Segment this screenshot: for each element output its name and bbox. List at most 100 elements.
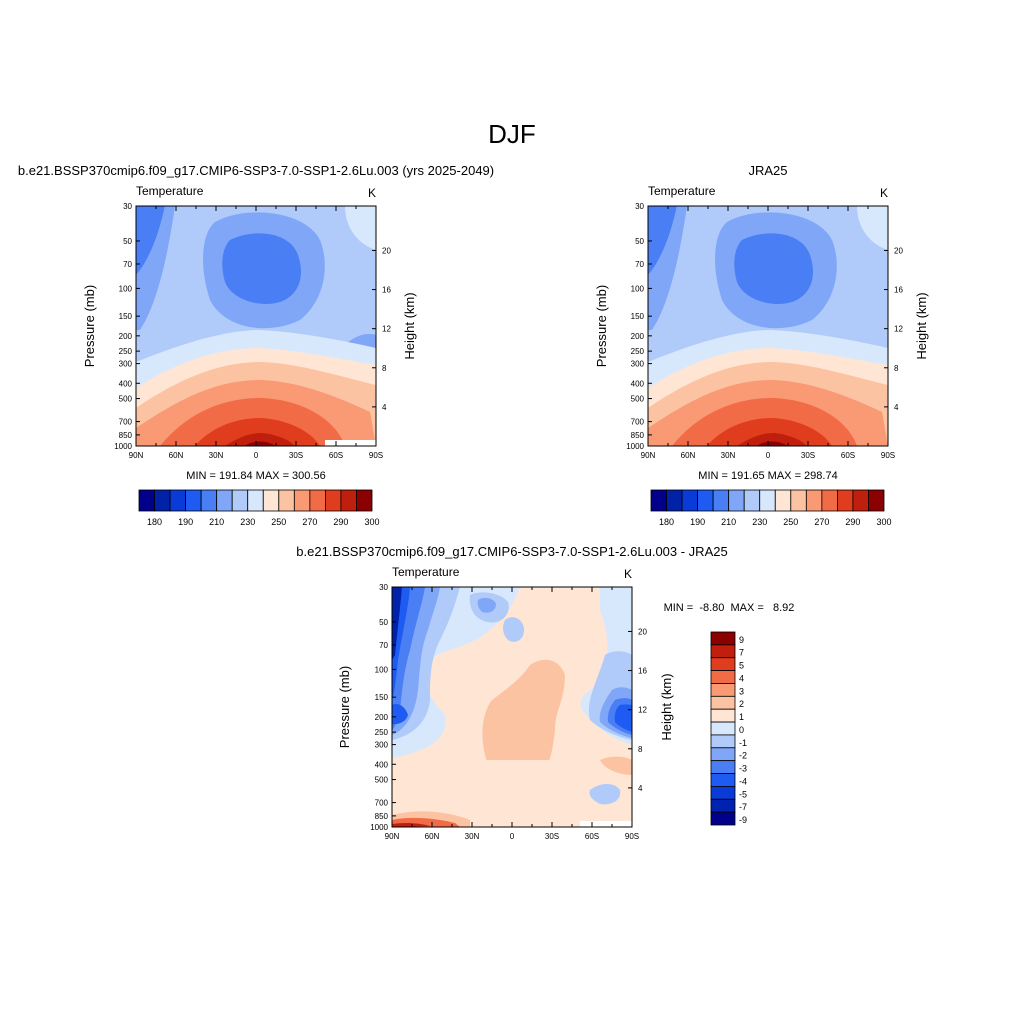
diff-colorbar-label: 1 <box>739 712 744 722</box>
model-colorbar-label: 300 <box>364 517 379 527</box>
diff-x-tick-label: 30N <box>465 832 480 841</box>
model-colorbar-swatch <box>200 489 218 512</box>
model-y-tick-label: 850 <box>119 431 133 440</box>
model-y-tick-label: 700 <box>119 418 133 427</box>
model-y-tick-label: 200 <box>119 332 133 341</box>
obs-y-right-axis-title: Height (km) <box>914 292 929 359</box>
model-x-tick-label: 90S <box>369 451 383 460</box>
obs-y-tick-label: 250 <box>631 347 645 356</box>
diff-y-tick-label: 1000 <box>370 823 388 832</box>
model-colorbar-swatch <box>231 489 249 512</box>
obs-colorbar-swatch <box>852 489 869 512</box>
obs-colorbar-swatch <box>697 489 714 512</box>
diff-y-right-tick-label: 8 <box>638 745 643 754</box>
obs-y-tick-label: 850 <box>631 431 645 440</box>
diff-colorbar-swatch <box>710 798 736 813</box>
obs-colorbar-swatch <box>821 489 838 512</box>
diff-y-axis-title: Pressure (mb) <box>337 666 352 748</box>
obs-y-tick-label: 50 <box>635 237 644 246</box>
obs-units-label: K <box>880 186 888 200</box>
model-y-tick-label: 500 <box>119 395 133 404</box>
obs-colorbar-swatch <box>650 489 667 512</box>
diff-y-tick-label: 150 <box>375 693 389 702</box>
diff-colorbar-swatch <box>710 773 736 787</box>
obs-y-tick-label: 100 <box>631 284 645 293</box>
obs-contour-field <box>648 206 888 446</box>
obs-min-max: MIN = 191.65 MAX = 298.74 <box>698 470 837 482</box>
diff-colorbar-label: 2 <box>739 699 744 709</box>
obs-panel-title: JRA25 <box>748 163 787 178</box>
diff-x-tick-label: 60N <box>425 832 440 841</box>
diff-variable-label: Temperature <box>392 565 460 579</box>
diff-x-tick-label: 90S <box>625 832 639 841</box>
model-axes: 3050701001502002503004005007008501000481… <box>114 202 391 460</box>
obs-y-right-tick-label: 20 <box>894 246 903 255</box>
diff-colorbar-label: -5 <box>739 789 747 799</box>
diff-colorbar-swatch <box>710 786 736 800</box>
obs-colorbar-label: 180 <box>659 517 674 527</box>
diff-panel: b.e21.BSSP370cmip6.f09_g17.CMIP6-SSP3-7.… <box>296 544 794 841</box>
model-colorbar-label: 190 <box>178 517 193 527</box>
diff-y-tick-label: 30 <box>379 583 388 592</box>
obs-colorbar-swatch <box>868 489 885 512</box>
model-x-tick-label: 60S <box>329 451 343 460</box>
diff-y-tick-label: 50 <box>379 618 388 627</box>
model-x-tick-label: 60N <box>169 451 184 460</box>
model-panel-title: b.e21.BSSP370cmip6.f09_g17.CMIP6-SSP3-7.… <box>18 163 494 178</box>
model-y-tick-label: 70 <box>123 260 132 269</box>
model-colorbar-swatch <box>138 489 155 512</box>
model-colorbar-label: 250 <box>271 517 286 527</box>
model-y-right-axis-title: Height (km) <box>402 292 417 359</box>
model-colorbar-label: 270 <box>302 517 317 527</box>
model-y-tick-label: 30 <box>123 202 132 211</box>
obs-x-tick-label: 30S <box>801 451 815 460</box>
diff-colorbar-swatch <box>710 695 736 710</box>
obs-colorbar-label: 270 <box>814 517 829 527</box>
obs-x-tick-label: 90N <box>641 451 656 460</box>
diff-colorbar: 9 7 5 4 3 2 1 0 -1 -2 -3 -4 -5 -7 -9 <box>710 631 747 826</box>
model-colorbar-swatch <box>340 489 357 512</box>
obs-axes: 3050701001502002503004005007008501000481… <box>626 202 903 460</box>
model-y-right-tick-label: 20 <box>382 246 391 255</box>
model-variable-label: Temperature <box>136 184 204 198</box>
obs-y-right-tick-label: 12 <box>894 325 903 334</box>
diff-y-tick-label: 250 <box>375 728 389 737</box>
diff-y-tick-label: 850 <box>375 812 389 821</box>
model-colorbar-swatch <box>185 489 202 512</box>
diff-x-tick-label: 90N <box>385 832 400 841</box>
obs-colorbar-label: 300 <box>876 517 891 527</box>
diff-colorbar-swatch <box>710 734 736 749</box>
obs-colorbar-swatch <box>837 489 854 512</box>
obs-x-tick-label: 90S <box>881 451 895 460</box>
obs-x-tick-label: 60N <box>681 451 696 460</box>
obs-x-tick-label: 30N <box>721 451 736 460</box>
diff-x-tick-label: 60S <box>585 832 599 841</box>
diff-y-right-tick-label: 4 <box>638 784 643 793</box>
diff-colorbar-swatch <box>710 644 736 659</box>
model-colorbar-swatch <box>324 489 342 512</box>
obs-colorbar-swatch <box>790 489 807 512</box>
model-colorbar-swatch <box>216 489 233 512</box>
diff-x-tick-label: 0 <box>510 832 515 841</box>
diff-colorbar-label: 4 <box>739 673 744 683</box>
obs-colorbar-label: 250 <box>783 517 798 527</box>
diff-colorbar-swatch <box>710 657 736 672</box>
model-colorbar-swatch <box>278 489 295 512</box>
diff-colorbar-swatch <box>710 670 736 684</box>
obs-colorbar: 180 190 210 230 250 270 290 300 <box>650 489 892 527</box>
obs-colorbar-swatch <box>774 489 792 512</box>
model-colorbar-swatch <box>356 489 373 512</box>
diff-y-tick-label: 100 <box>375 665 389 674</box>
diff-panel-title: b.e21.BSSP370cmip6.f09_g17.CMIP6-SSP3-7.… <box>296 544 727 559</box>
obs-y-right-tick-label: 4 <box>894 403 899 412</box>
model-colorbar: 180 190 210 230 250 270 290 300 <box>138 489 380 527</box>
model-y-tick-label: 300 <box>119 360 133 369</box>
diff-y-tick-label: 500 <box>375 776 389 785</box>
model-colorbar-swatch <box>293 489 311 512</box>
obs-colorbar-swatch <box>681 489 698 512</box>
diff-colorbar-label: -4 <box>739 776 747 786</box>
obs-colorbar-label: 290 <box>845 517 860 527</box>
figure-title: DJF <box>488 119 536 149</box>
diff-colorbar-label: -7 <box>739 802 747 812</box>
